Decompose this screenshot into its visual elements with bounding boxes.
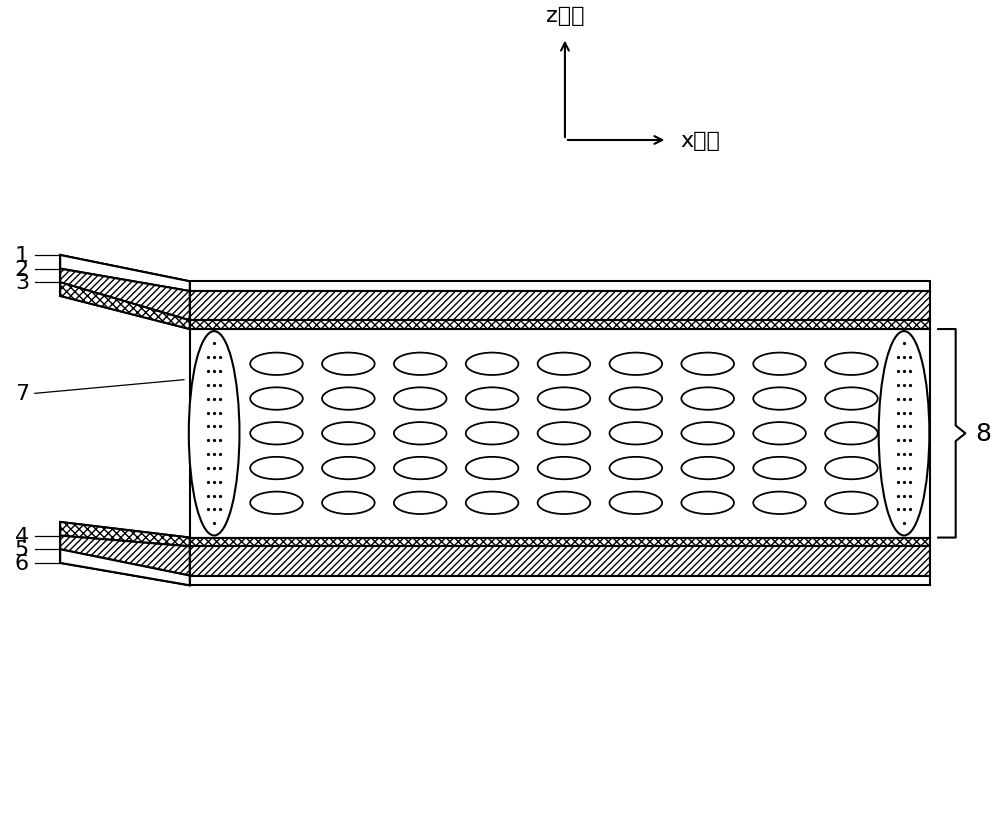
Text: 7: 7 (15, 384, 29, 404)
Polygon shape (60, 522, 190, 547)
Ellipse shape (466, 388, 518, 410)
Polygon shape (60, 283, 190, 329)
Ellipse shape (753, 353, 806, 375)
Text: x方向: x方向 (680, 130, 720, 150)
Text: 1: 1 (15, 246, 29, 266)
Ellipse shape (322, 492, 375, 514)
Bar (190, 282, 930, 292)
Polygon shape (60, 256, 190, 292)
Ellipse shape (466, 492, 518, 514)
Ellipse shape (394, 353, 447, 375)
Ellipse shape (322, 457, 375, 480)
Ellipse shape (250, 492, 303, 514)
Ellipse shape (681, 388, 734, 410)
Bar (190, 576, 930, 585)
Ellipse shape (250, 353, 303, 375)
Ellipse shape (681, 353, 734, 375)
Ellipse shape (610, 457, 662, 480)
Ellipse shape (250, 457, 303, 480)
Ellipse shape (189, 332, 239, 536)
Text: z方向: z方向 (546, 6, 584, 26)
Ellipse shape (538, 457, 590, 480)
Ellipse shape (394, 388, 447, 410)
Text: 5: 5 (15, 539, 29, 559)
Ellipse shape (538, 388, 590, 410)
Ellipse shape (825, 388, 878, 410)
Ellipse shape (825, 353, 878, 375)
Ellipse shape (466, 353, 518, 375)
Ellipse shape (753, 422, 806, 445)
Ellipse shape (250, 388, 303, 410)
Bar (190, 321, 930, 329)
Ellipse shape (466, 422, 518, 445)
Text: 2: 2 (15, 259, 29, 279)
Ellipse shape (879, 332, 929, 536)
Ellipse shape (753, 457, 806, 480)
Ellipse shape (753, 492, 806, 514)
Ellipse shape (322, 388, 375, 410)
Ellipse shape (753, 388, 806, 410)
Ellipse shape (394, 457, 447, 480)
Ellipse shape (538, 492, 590, 514)
Ellipse shape (610, 492, 662, 514)
Ellipse shape (250, 422, 303, 445)
Bar (190, 292, 930, 321)
Ellipse shape (610, 353, 662, 375)
Bar (190, 547, 930, 576)
Polygon shape (60, 549, 190, 585)
Polygon shape (60, 536, 190, 576)
Text: 6: 6 (15, 553, 29, 573)
Ellipse shape (538, 353, 590, 375)
Ellipse shape (610, 422, 662, 445)
Ellipse shape (538, 422, 590, 445)
Ellipse shape (466, 457, 518, 480)
Ellipse shape (681, 422, 734, 445)
Text: 4: 4 (15, 526, 29, 546)
Ellipse shape (681, 457, 734, 480)
Ellipse shape (394, 492, 447, 514)
Ellipse shape (610, 388, 662, 410)
Ellipse shape (825, 457, 878, 480)
Ellipse shape (394, 422, 447, 445)
Text: 3: 3 (15, 273, 29, 293)
Ellipse shape (825, 422, 878, 445)
Bar (190, 538, 930, 547)
Ellipse shape (322, 422, 375, 445)
Polygon shape (60, 269, 190, 321)
Text: 8: 8 (975, 422, 991, 446)
Ellipse shape (681, 492, 734, 514)
Ellipse shape (825, 492, 878, 514)
Ellipse shape (322, 353, 375, 375)
